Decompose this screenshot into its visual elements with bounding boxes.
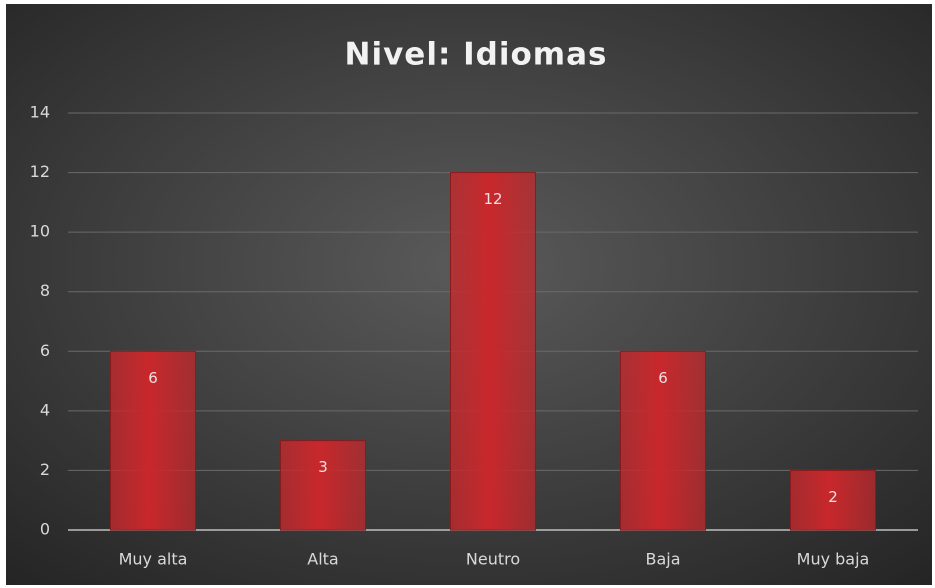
- y-tick-label: 6: [40, 341, 50, 360]
- y-tick-label: 2: [40, 460, 50, 479]
- y-tick-label: 4: [40, 400, 50, 419]
- y-tick-label: 0: [40, 520, 50, 539]
- data-label: 6: [658, 369, 668, 387]
- bar: [280, 440, 366, 531]
- y-tick-label: 14: [30, 103, 50, 122]
- y-tick-label: 8: [40, 281, 50, 300]
- y-tick-label: 10: [30, 222, 50, 241]
- chart-title: Nivel: Idiomas: [345, 37, 608, 73]
- data-label: 6: [148, 369, 158, 387]
- data-label: 12: [483, 190, 502, 208]
- bar: [620, 350, 706, 531]
- x-tick-label: Muy alta: [119, 550, 188, 569]
- data-label: 3: [318, 458, 328, 476]
- bar: [110, 350, 196, 531]
- x-tick-label: Muy baja: [797, 550, 870, 569]
- bar: [450, 172, 536, 531]
- bar: [790, 469, 876, 531]
- x-tick-label: Baja: [645, 550, 680, 569]
- y-tick-label: 12: [30, 162, 50, 181]
- data-label: 2: [828, 488, 838, 506]
- x-tick-label: Neutro: [466, 550, 520, 569]
- x-tick-label: Alta: [307, 550, 338, 569]
